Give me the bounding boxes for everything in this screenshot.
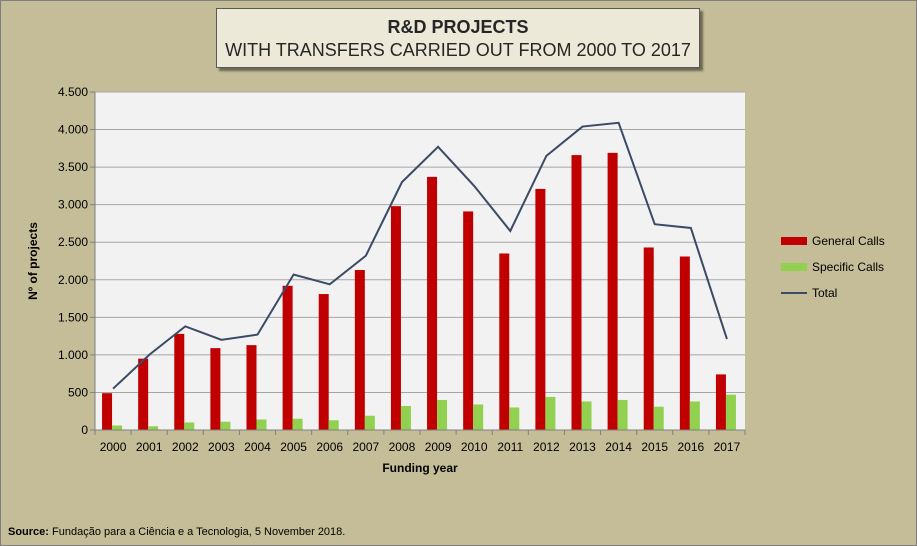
bar-specific-calls bbox=[509, 407, 520, 430]
bar-specific-calls bbox=[400, 405, 411, 430]
bar-specific-calls bbox=[112, 425, 123, 430]
y-tick-label: 3.000 bbox=[58, 198, 88, 212]
bar-general-calls bbox=[571, 155, 582, 431]
bar-specific-calls bbox=[256, 419, 267, 430]
bar-general-calls bbox=[427, 176, 438, 430]
bar-general-calls bbox=[499, 253, 510, 430]
y-tick-label: 1.000 bbox=[58, 348, 88, 362]
bar-specific-calls bbox=[617, 399, 628, 430]
bar-specific-calls bbox=[328, 420, 339, 430]
bar-specific-calls bbox=[292, 418, 303, 430]
x-tick-label: 2002 bbox=[172, 440, 199, 454]
x-tick-label: 2001 bbox=[136, 440, 163, 454]
x-tick-label: 2015 bbox=[641, 440, 668, 454]
bar-general-calls bbox=[607, 152, 618, 430]
bar-general-calls bbox=[138, 358, 149, 430]
legend-label-general-calls: General Calls bbox=[812, 234, 885, 248]
legend-marker-general-calls bbox=[781, 237, 807, 245]
bar-specific-calls bbox=[689, 401, 700, 430]
plot-area bbox=[95, 92, 745, 430]
bar-general-calls bbox=[318, 294, 329, 430]
gridlines bbox=[95, 91, 745, 393]
chart-title-box: R&D PROJECTS WITH TRANSFERS CARRIED OUT … bbox=[216, 8, 700, 68]
bar-specific-calls bbox=[437, 399, 448, 430]
bar-general-calls bbox=[102, 393, 113, 430]
bar-general-calls bbox=[210, 348, 221, 430]
legend-label-specific-calls: Specific Calls bbox=[812, 260, 884, 274]
bar-specific-calls bbox=[220, 421, 231, 430]
y-axis-title: Nº of projects bbox=[26, 222, 40, 300]
x-tick-label: 2012 bbox=[533, 440, 560, 454]
axes bbox=[90, 91, 746, 435]
y-tick-labels: 0 500 1.000 1.500 2.000 2.500 3.000 3.500 4.000 4… bbox=[58, 85, 88, 437]
x-tick-label: 2009 bbox=[425, 440, 452, 454]
x-tick-label: 2005 bbox=[280, 440, 307, 454]
x-tick-label: 2010 bbox=[461, 440, 488, 454]
chart-title: R&D PROJECTS bbox=[387, 17, 529, 37]
source-note: Source: Fundação para a Ciência e a Tecn… bbox=[8, 526, 345, 538]
total-line bbox=[112, 121, 728, 390]
x-tick-label: 2016 bbox=[677, 440, 704, 454]
x-tick-label: 2003 bbox=[208, 440, 235, 454]
bar-general-calls bbox=[463, 211, 474, 430]
chart-subtitle: WITH TRANSFERS CARRIED OUT FROM 2000 TO … bbox=[225, 40, 691, 60]
y-tick-label: 1.500 bbox=[58, 310, 88, 324]
bar-general-calls bbox=[282, 285, 293, 430]
x-tick-label: 2004 bbox=[244, 440, 271, 454]
bar-specific-calls bbox=[148, 426, 159, 430]
x-axis-title: Funding year bbox=[382, 461, 458, 475]
bar-specific-calls bbox=[581, 401, 592, 430]
y-tick-label: 2.000 bbox=[58, 273, 88, 287]
bar-specific-calls bbox=[725, 394, 736, 430]
bar-general-calls bbox=[679, 256, 690, 430]
bar-specific-calls bbox=[364, 415, 375, 430]
bar-general-calls bbox=[535, 188, 546, 430]
x-tick-label: 2000 bbox=[100, 440, 127, 454]
x-tick-label: 2017 bbox=[714, 440, 741, 454]
y-tick-label: 2.500 bbox=[58, 235, 88, 249]
x-tick-label: 2006 bbox=[316, 440, 343, 454]
legend: General Calls Specific Calls Total bbox=[781, 234, 885, 300]
y-tick-label: 4.000 bbox=[58, 123, 88, 137]
x-tick-label: 2013 bbox=[569, 440, 596, 454]
x-tick-label: 2014 bbox=[605, 440, 632, 454]
y-tick-label: 4.500 bbox=[58, 85, 88, 99]
bar-specific-calls bbox=[653, 406, 664, 430]
bar-specific-calls bbox=[473, 404, 484, 430]
chart-svg: 0 500 1.000 1.500 2.000 2.500 3.000 3.500 4.000 4… bbox=[26, 85, 885, 475]
bar-general-calls bbox=[246, 345, 257, 430]
bar-general-calls bbox=[715, 374, 726, 430]
bar-general-calls bbox=[643, 247, 654, 430]
y-tick-label: 0 bbox=[81, 423, 88, 437]
bar-general-calls bbox=[174, 333, 185, 430]
x-tick-labels: 2000 2001 2002 2003 2004 2005 2006 2007 2008 2009… bbox=[100, 440, 741, 454]
x-tick-label: 2007 bbox=[352, 440, 379, 454]
source-label: Source: bbox=[8, 526, 49, 538]
bars bbox=[102, 152, 736, 431]
bar-specific-calls bbox=[184, 422, 195, 430]
bar-general-calls bbox=[390, 206, 401, 430]
x-tick-label: 2011 bbox=[497, 440, 523, 454]
bar-general-calls bbox=[354, 270, 365, 430]
bar-specific-calls bbox=[545, 396, 556, 430]
y-tick-label: 3.500 bbox=[58, 160, 88, 174]
legend-marker-specific-calls bbox=[781, 263, 807, 271]
source-text: Fundação para a Ciência e a Tecnologia, … bbox=[48, 526, 346, 538]
legend-label-total: Total bbox=[812, 286, 837, 300]
x-tick-label: 2008 bbox=[389, 440, 416, 454]
y-tick-label: 500 bbox=[68, 385, 88, 399]
